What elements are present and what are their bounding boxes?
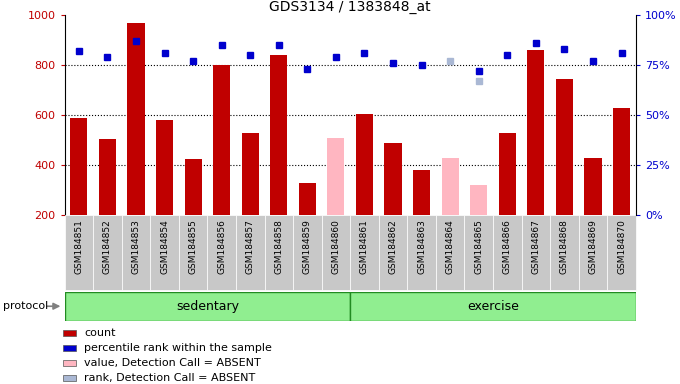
Bar xyxy=(556,79,573,215)
Bar xyxy=(63,330,75,336)
Text: GSM184858: GSM184858 xyxy=(274,219,284,274)
Text: GSM184865: GSM184865 xyxy=(474,219,483,274)
Text: percentile rank within the sample: percentile rank within the sample xyxy=(84,343,272,353)
Bar xyxy=(99,139,116,215)
Bar xyxy=(63,375,75,381)
Text: rank, Detection Call = ABSENT: rank, Detection Call = ABSENT xyxy=(84,373,256,383)
Bar xyxy=(350,215,379,290)
Text: GSM184868: GSM184868 xyxy=(560,219,569,274)
Bar xyxy=(122,215,150,290)
Text: GSM184853: GSM184853 xyxy=(131,219,141,274)
Bar xyxy=(299,183,316,215)
Text: GSM184866: GSM184866 xyxy=(503,219,512,274)
Bar xyxy=(579,215,607,290)
Text: GSM184856: GSM184856 xyxy=(217,219,226,274)
Bar xyxy=(350,292,636,321)
Bar xyxy=(70,118,88,215)
Bar xyxy=(407,215,436,290)
Bar xyxy=(356,114,373,215)
Text: GSM184859: GSM184859 xyxy=(303,219,312,274)
Bar xyxy=(150,215,179,290)
Bar xyxy=(93,215,122,290)
Bar xyxy=(464,215,493,290)
Bar xyxy=(63,345,75,351)
Text: GSM184862: GSM184862 xyxy=(388,219,398,273)
Bar xyxy=(436,215,464,290)
Text: GSM184861: GSM184861 xyxy=(360,219,369,274)
Bar xyxy=(607,215,636,290)
Bar xyxy=(550,215,579,290)
Text: GSM184869: GSM184869 xyxy=(588,219,598,274)
Bar xyxy=(379,215,407,290)
Bar xyxy=(65,292,350,321)
Text: GSM184860: GSM184860 xyxy=(331,219,341,274)
Text: GSM184857: GSM184857 xyxy=(245,219,255,274)
Bar xyxy=(241,133,259,215)
Text: GSM184851: GSM184851 xyxy=(74,219,84,274)
Text: sedentary: sedentary xyxy=(176,300,239,313)
Text: value, Detection Call = ABSENT: value, Detection Call = ABSENT xyxy=(84,358,261,368)
Text: GSM184870: GSM184870 xyxy=(617,219,626,274)
Bar xyxy=(613,108,630,215)
Bar xyxy=(213,65,231,215)
Text: GSM184854: GSM184854 xyxy=(160,219,169,273)
Bar xyxy=(270,55,288,215)
Title: GDS3134 / 1383848_at: GDS3134 / 1383848_at xyxy=(269,0,431,14)
Bar xyxy=(156,120,173,215)
Bar xyxy=(63,360,75,366)
Bar xyxy=(207,215,236,290)
Bar xyxy=(327,138,345,215)
Bar xyxy=(527,50,545,215)
Text: GSM184864: GSM184864 xyxy=(445,219,455,273)
Text: count: count xyxy=(84,328,116,338)
Text: GSM184867: GSM184867 xyxy=(531,219,541,274)
Bar xyxy=(65,215,93,290)
Bar xyxy=(384,143,402,215)
Bar xyxy=(236,215,265,290)
Bar xyxy=(584,158,602,215)
Bar xyxy=(179,215,207,290)
Bar xyxy=(322,215,350,290)
Bar xyxy=(127,23,145,215)
Text: GSM184863: GSM184863 xyxy=(417,219,426,274)
Text: exercise: exercise xyxy=(467,300,519,313)
Text: GSM184855: GSM184855 xyxy=(188,219,198,274)
Text: GSM184852: GSM184852 xyxy=(103,219,112,273)
Bar xyxy=(293,215,322,290)
Bar xyxy=(413,170,430,215)
Bar xyxy=(184,159,202,215)
Bar xyxy=(470,185,488,215)
Text: protocol: protocol xyxy=(3,301,49,311)
Bar xyxy=(265,215,293,290)
Bar xyxy=(498,133,516,215)
Bar xyxy=(522,215,550,290)
Bar xyxy=(493,215,522,290)
Bar xyxy=(441,158,459,215)
